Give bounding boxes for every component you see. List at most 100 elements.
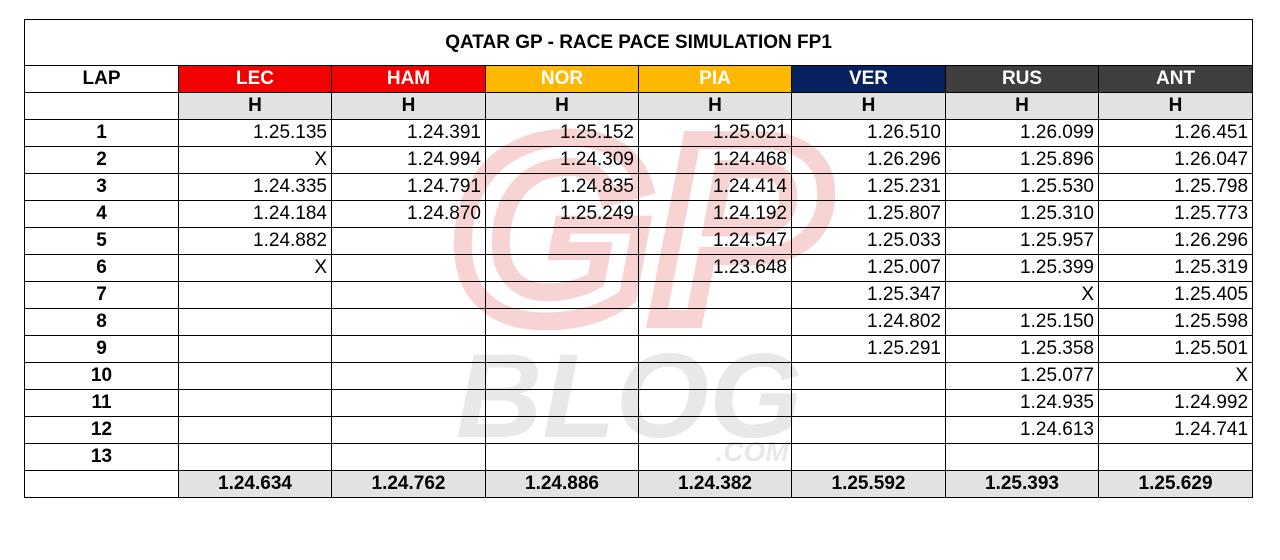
- lap-time-cell: [945, 443, 1099, 471]
- lap-time-cell: 1.24.802: [791, 308, 946, 336]
- lap-time-cell: 1.25.598: [1097, 308, 1254, 336]
- tyre-compound: H: [178, 92, 332, 120]
- lap-time-cell: [485, 389, 639, 417]
- lap-time-cell: [178, 308, 332, 336]
- lap-time-cell: 1.24.994: [331, 146, 486, 174]
- lap-time-cell: 1.26.451: [1097, 119, 1254, 147]
- lap-time-cell: [485, 443, 639, 471]
- lap-time-cell: 1.25.957: [945, 227, 1099, 255]
- lap-time-cell: [178, 335, 332, 363]
- lap-time-cell: 1.25.007: [791, 254, 946, 282]
- lap-time-cell: 1.24.741: [1097, 416, 1254, 444]
- lap-number: 13: [24, 443, 179, 471]
- lap-row: 10 1.25.077 X: [24, 362, 1254, 390]
- lap-time-cell: 1.25.405: [1097, 281, 1254, 309]
- lap-time-cell: 1.25.249: [485, 200, 639, 228]
- lap-number: 2: [24, 146, 179, 174]
- tyre-compound: H: [945, 92, 1099, 120]
- lap-row: 2 X 1.24.994 1.24.309 1.24.468 1.26.296 1.25.8…: [24, 146, 1254, 174]
- pace-table: QATAR GP - RACE PACE SIMULATION FP1 LAP …: [23, 19, 1254, 498]
- lap-time-cell: 1.25.319: [1097, 254, 1254, 282]
- average-time: 1.24.634: [178, 470, 332, 498]
- lap-number: 11: [24, 389, 179, 417]
- lap-time-cell: 1.24.835: [485, 173, 639, 201]
- driver-header-ham: HAM: [331, 65, 486, 93]
- lap-time-cell: [178, 443, 332, 471]
- lap-time-cell: 1.24.935: [945, 389, 1099, 417]
- lap-time-cell: [331, 227, 486, 255]
- lap-time-cell: 1.25.347: [791, 281, 946, 309]
- table-title: QATAR GP - RACE PACE SIMULATION FP1: [23, 19, 1254, 66]
- lap-time-cell: [791, 389, 946, 417]
- driver-header-ant: ANT: [1097, 65, 1254, 93]
- lap-time-cell: [485, 335, 639, 363]
- lap-time-cell: 1.24.870: [331, 200, 486, 228]
- lap-time-cell: [485, 416, 639, 444]
- lap-time-cell: [638, 443, 792, 471]
- lap-row: 5 1.24.882 1.24.547 1.25.033 1.25.957 1.26.29…: [24, 227, 1254, 255]
- lap-time-cell: [331, 443, 486, 471]
- lap-time-cell: 1.24.547: [638, 227, 792, 255]
- tyre-compound: H: [791, 92, 946, 120]
- lap-time-cell: 1.25.310: [945, 200, 1099, 228]
- lap-time-cell: [331, 308, 486, 336]
- lap-time-cell: 1.25.077: [945, 362, 1099, 390]
- lap-row: 12 1.24.613 1.24.741: [24, 416, 1254, 444]
- lap-time-cell: 1.25.231: [791, 173, 946, 201]
- lap-time-cell: [485, 308, 639, 336]
- driver-header-ver: VER: [791, 65, 946, 93]
- lap-time-cell: 1.25.501: [1097, 335, 1254, 363]
- lap-number: 3: [24, 173, 179, 201]
- lap-time-cell: 1.25.807: [791, 200, 946, 228]
- lap-time-cell: 1.25.358: [945, 335, 1099, 363]
- lap-row: 1 1.25.135 1.24.391 1.25.152 1.25.021 1.26.51…: [24, 119, 1254, 147]
- lap-time-cell: [638, 281, 792, 309]
- lap-time-cell: [791, 443, 946, 471]
- lap-number: 7: [24, 281, 179, 309]
- lap-number: 12: [24, 416, 179, 444]
- average-time: 1.24.382: [638, 470, 792, 498]
- lap-time-cell: 1.24.992: [1097, 389, 1254, 417]
- lap-time-cell: [485, 281, 639, 309]
- lap-time-cell: [1097, 443, 1254, 471]
- lap-time-cell: 1.24.882: [178, 227, 332, 255]
- lap-time-cell: 1.26.099: [945, 119, 1099, 147]
- lap-row: 13: [24, 443, 1254, 471]
- lap-time-cell: [178, 281, 332, 309]
- lap-time-cell: 1.26.047: [1097, 146, 1254, 174]
- lap-time-cell: [791, 416, 946, 444]
- lap-time-cell: 1.24.791: [331, 173, 486, 201]
- lap-time-cell: 1.25.896: [945, 146, 1099, 174]
- lap-number: 4: [24, 200, 179, 228]
- lap-time-cell: 1.25.798: [1097, 173, 1254, 201]
- lap-time-cell: 1.26.296: [791, 146, 946, 174]
- lap-row: 8 1.24.802 1.25.150 1.25.598: [24, 308, 1254, 336]
- lap-time-cell: [331, 362, 486, 390]
- lap-time-cell: 1.24.468: [638, 146, 792, 174]
- lap-time-cell: 1.25.773: [1097, 200, 1254, 228]
- lap-time-cell: [485, 362, 639, 390]
- lap-time-cell: 1.24.309: [485, 146, 639, 174]
- lap-time-cell: 1.25.152: [485, 119, 639, 147]
- lap-time-cell: 1.24.184: [178, 200, 332, 228]
- lap-time-cell: [178, 416, 332, 444]
- tyre-compound: H: [331, 92, 486, 120]
- lap-time-cell: [178, 362, 332, 390]
- lap-time-cell: [178, 389, 332, 417]
- lap-time-cell: [331, 416, 486, 444]
- lap-number: 6: [24, 254, 179, 282]
- average-row: 1.24.634 1.24.762 1.24.886 1.24.382 1.25.592…: [24, 470, 1254, 498]
- lap-time-cell: [638, 389, 792, 417]
- average-row-blank: [24, 470, 179, 498]
- lap-time-cell: [638, 335, 792, 363]
- lap-time-cell: 1.25.291: [791, 335, 946, 363]
- tyre-compound: H: [485, 92, 639, 120]
- lap-time-cell: 1.25.150: [945, 308, 1099, 336]
- lap-time-cell: [331, 335, 486, 363]
- lap-time-cell: [485, 254, 639, 282]
- lap-time-cell: 1.24.335: [178, 173, 332, 201]
- lap-row: 3 1.24.335 1.24.791 1.24.835 1.24.414 1.25.23…: [24, 173, 1254, 201]
- average-time: 1.24.762: [331, 470, 486, 498]
- lap-row: 6 X 1.23.648 1.25.007 1.25.399 1.25.319: [24, 254, 1254, 282]
- tyre-row-blank: [24, 92, 179, 120]
